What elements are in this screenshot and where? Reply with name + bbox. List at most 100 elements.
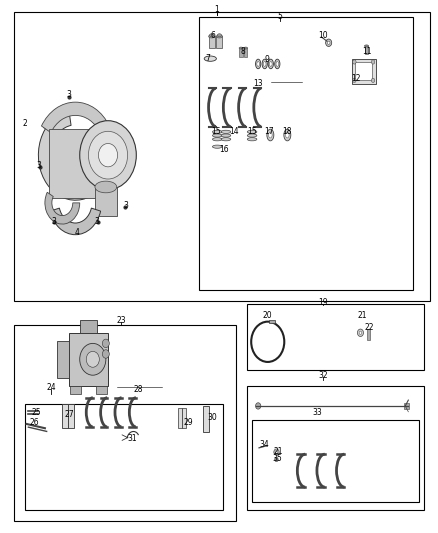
Ellipse shape	[221, 138, 231, 141]
Circle shape	[88, 131, 127, 179]
Text: 19: 19	[318, 297, 328, 306]
Ellipse shape	[221, 130, 231, 133]
Text: 3: 3	[123, 201, 128, 210]
Bar	[96, 386, 107, 394]
Wedge shape	[45, 192, 80, 224]
Ellipse shape	[208, 35, 215, 38]
Text: 27: 27	[64, 410, 74, 419]
Bar	[14, 12, 430, 301]
Wedge shape	[42, 102, 110, 133]
Bar	[14, 325, 237, 521]
Text: 18: 18	[282, 127, 291, 136]
Ellipse shape	[247, 138, 257, 141]
Ellipse shape	[244, 47, 248, 49]
Ellipse shape	[267, 129, 274, 141]
Bar	[49, 128, 106, 198]
Text: 20: 20	[262, 311, 272, 320]
Text: 15: 15	[211, 127, 220, 136]
Text: 10: 10	[318, 31, 328, 41]
Text: 4: 4	[75, 228, 80, 237]
Ellipse shape	[286, 132, 289, 138]
Circle shape	[99, 143, 117, 167]
Circle shape	[371, 78, 375, 83]
Ellipse shape	[247, 130, 257, 133]
Ellipse shape	[221, 134, 231, 137]
Text: 5: 5	[278, 12, 283, 21]
Ellipse shape	[269, 62, 272, 66]
Text: 7: 7	[206, 54, 211, 62]
Bar	[244, 48, 247, 56]
Text: 31: 31	[127, 434, 137, 443]
Text: 11: 11	[362, 47, 372, 56]
Text: 15: 15	[247, 127, 257, 136]
Circle shape	[357, 329, 364, 336]
Text: 22: 22	[364, 323, 374, 332]
Circle shape	[80, 343, 106, 375]
Circle shape	[274, 449, 279, 455]
Text: 3: 3	[51, 217, 56, 226]
Ellipse shape	[239, 47, 243, 49]
Text: 13: 13	[253, 79, 263, 88]
Bar	[80, 319, 97, 333]
Ellipse shape	[268, 132, 272, 138]
Text: 12: 12	[351, 74, 361, 83]
Ellipse shape	[364, 45, 369, 47]
Bar	[69, 333, 108, 386]
Text: 17: 17	[265, 127, 274, 136]
Bar	[403, 403, 409, 409]
Text: 33: 33	[312, 408, 322, 417]
Wedge shape	[50, 208, 101, 235]
Bar	[95, 187, 117, 216]
Text: 25: 25	[32, 408, 41, 417]
Text: 3: 3	[67, 90, 71, 99]
Ellipse shape	[247, 134, 257, 137]
Bar	[352, 59, 376, 84]
Text: 26: 26	[29, 418, 39, 427]
Ellipse shape	[263, 62, 266, 66]
Ellipse shape	[262, 59, 267, 69]
Bar	[216, 36, 223, 48]
Text: 32: 32	[318, 370, 328, 379]
Circle shape	[359, 331, 362, 334]
Text: 8: 8	[240, 47, 245, 56]
Bar	[240, 48, 243, 56]
Ellipse shape	[268, 59, 273, 69]
Text: 21: 21	[358, 311, 367, 320]
Text: 16: 16	[219, 146, 229, 155]
Text: 24: 24	[46, 383, 56, 392]
Bar	[68, 405, 74, 428]
Circle shape	[371, 60, 375, 64]
Bar	[183, 408, 186, 428]
Ellipse shape	[212, 138, 222, 141]
Circle shape	[325, 39, 332, 46]
Ellipse shape	[284, 129, 291, 141]
Text: 3: 3	[36, 161, 41, 170]
Text: 6: 6	[210, 31, 215, 41]
Bar	[247, 304, 424, 370]
Bar	[252, 420, 419, 503]
Circle shape	[102, 350, 110, 358]
Ellipse shape	[257, 62, 259, 66]
Circle shape	[353, 78, 356, 83]
Ellipse shape	[212, 130, 222, 133]
Circle shape	[255, 403, 261, 409]
Bar	[25, 405, 223, 511]
Ellipse shape	[95, 181, 117, 193]
Text: 9: 9	[265, 55, 269, 64]
Ellipse shape	[276, 62, 279, 66]
Text: 3: 3	[95, 217, 99, 226]
Bar	[355, 62, 372, 80]
Circle shape	[102, 339, 110, 348]
Text: 35: 35	[273, 454, 283, 463]
Text: 1: 1	[215, 5, 219, 14]
Text: 34: 34	[260, 440, 269, 449]
Text: 2: 2	[23, 119, 28, 128]
Circle shape	[275, 457, 278, 462]
Circle shape	[80, 120, 136, 190]
Ellipse shape	[217, 34, 222, 37]
Circle shape	[275, 450, 278, 454]
Text: 30: 30	[208, 413, 217, 422]
Bar	[62, 405, 68, 428]
Circle shape	[327, 41, 330, 44]
Bar	[365, 46, 368, 54]
